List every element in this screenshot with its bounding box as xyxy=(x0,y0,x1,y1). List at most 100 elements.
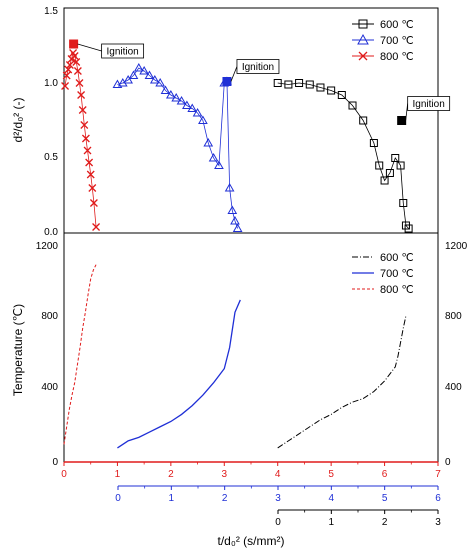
data-point-square xyxy=(305,80,314,89)
bottom-y-axis-title: Temperature (℃) xyxy=(11,304,25,396)
data-point-square xyxy=(327,86,336,95)
ignition-marker xyxy=(397,116,407,125)
ignition-marker xyxy=(69,39,79,49)
data-point-square xyxy=(396,161,405,170)
data-point-x xyxy=(77,91,86,99)
data-point-triangle xyxy=(230,215,240,225)
ignition-callout-box xyxy=(407,96,451,111)
data-point-square xyxy=(316,83,325,92)
x-axis-tick-label: 1 xyxy=(169,493,175,504)
x-axis-tick-label: 7 xyxy=(435,469,441,480)
data-point-triangle xyxy=(133,62,144,72)
data-point-x xyxy=(70,52,79,60)
x-axis-tick-label: 2 xyxy=(168,469,174,480)
data-point-square xyxy=(273,79,282,87)
bottom-right-y-tick-label: 1200 xyxy=(445,241,468,252)
data-point-triangle xyxy=(128,70,139,79)
data-point-square xyxy=(337,91,346,99)
data-point-x xyxy=(88,184,97,192)
data-point-triangle xyxy=(123,74,133,84)
legend-x-icon xyxy=(358,51,368,61)
legend-label-600: 600 ℃ xyxy=(380,19,414,31)
x-axis-title: t/d₀² (s/mm²) xyxy=(218,534,285,548)
data-point-triangle xyxy=(176,95,187,105)
data-point-triangle xyxy=(232,223,243,232)
data-point-triangle xyxy=(149,74,160,84)
bottom-legend: 600 ℃ 700 ℃ 800 ℃ xyxy=(352,252,414,296)
bottom-right-y-tick-label: 400 xyxy=(445,382,462,393)
data-point-triangle xyxy=(224,182,235,192)
legend-label-700: 700 ℃ xyxy=(380,35,414,47)
x-axis-tick-label: 0 xyxy=(61,469,67,480)
x-axis-tick-label: 2 xyxy=(222,493,228,504)
data-point-x xyxy=(78,106,87,114)
x-axis-tick-label: 6 xyxy=(382,469,388,480)
bottom-series-group xyxy=(63,264,407,449)
bottom-y-tick-label: 400 xyxy=(41,382,58,393)
data-point-triangle xyxy=(192,107,203,117)
data-point-x xyxy=(92,223,101,231)
x-axes-group: 0 1 2 3 4 5 6 7 0 1 2 3 4 5 6 0 1 2 3 xyxy=(61,461,441,528)
top-y-axis-title: d²/d₀² (-) xyxy=(11,98,25,143)
legend-label-800: 800 ℃ xyxy=(380,51,414,63)
data-point-x xyxy=(62,71,71,80)
data-point-square xyxy=(385,169,394,177)
bottom-right-y-tick-label: 0 xyxy=(445,457,451,468)
data-point-triangle xyxy=(171,92,182,102)
bottom-panel: 1200 800 400 0 1200 800 400 0 Temperatur… xyxy=(11,232,468,548)
data-point-triangle xyxy=(214,160,224,169)
data-point-square xyxy=(404,224,413,233)
top-y-tick-label: 1.5 xyxy=(44,6,58,17)
data-point-x xyxy=(64,65,73,74)
data-point-x xyxy=(86,170,95,179)
data-point-square xyxy=(369,139,378,147)
data-point-square xyxy=(375,161,384,170)
bottom-y-tick-label: 0 xyxy=(52,457,58,468)
series-connector-c600 xyxy=(277,82,409,229)
top-y-tick-label: 0.0 xyxy=(44,227,58,238)
x-axis-tick-label: 3 xyxy=(275,493,281,504)
x-axis-tick-label: 4 xyxy=(275,469,281,480)
data-point-triangle xyxy=(208,152,219,162)
data-point-x xyxy=(61,82,70,90)
data-point-square xyxy=(391,154,400,162)
data-point-x xyxy=(83,146,92,155)
top-callouts: Ignition Ignition Ignition xyxy=(69,39,451,125)
bottom-right-y-tick-label: 800 xyxy=(445,311,462,322)
x-axis-tick-label: 0 xyxy=(115,493,121,504)
legend-label-800-bottom: 800 ℃ xyxy=(380,284,414,296)
data-point-triangle xyxy=(155,77,166,87)
data-point-triangle xyxy=(182,100,192,109)
x-axis-tick-label: 5 xyxy=(328,469,334,480)
ignition-callout-box xyxy=(101,43,145,59)
temperature-line-c600 xyxy=(277,315,407,449)
data-point-triangle xyxy=(139,65,150,75)
data-point-triangle xyxy=(160,85,171,94)
top-y-tick-label: 1.0 xyxy=(44,78,58,89)
data-point-triangle xyxy=(227,205,238,214)
ignition-marker xyxy=(222,77,232,86)
ignition-label: Ignition xyxy=(413,99,445,110)
x-axis-tick-label: 1 xyxy=(329,517,335,528)
bottom-y-tick-label: 1200 xyxy=(36,241,59,252)
data-point-x xyxy=(81,134,90,143)
temperature-line-c800 xyxy=(63,264,97,445)
top-y-tick-label: 0.5 xyxy=(44,152,58,163)
data-point-square xyxy=(295,79,304,87)
x-axis-tick-label: 2 xyxy=(382,517,388,528)
series-connector-c700 xyxy=(117,67,239,229)
data-point-x xyxy=(75,79,84,87)
data-point-x xyxy=(72,58,81,66)
x-axis-tick-label: 1 xyxy=(115,469,121,480)
data-point-triangle xyxy=(203,137,214,147)
data-point-x xyxy=(73,67,82,75)
data-point-triangle xyxy=(187,103,198,112)
bottom-y-tick-label: 800 xyxy=(41,311,58,322)
data-point-triangle xyxy=(144,70,155,79)
x-axis-tick-label: 0 xyxy=(275,517,281,528)
ignition-pointer xyxy=(77,43,102,52)
top-legend: 600 ℃ 700 ℃ 800 ℃ xyxy=(352,19,414,63)
x-axis-tick-label: 3 xyxy=(222,469,228,480)
legend-square-icon xyxy=(358,19,368,29)
